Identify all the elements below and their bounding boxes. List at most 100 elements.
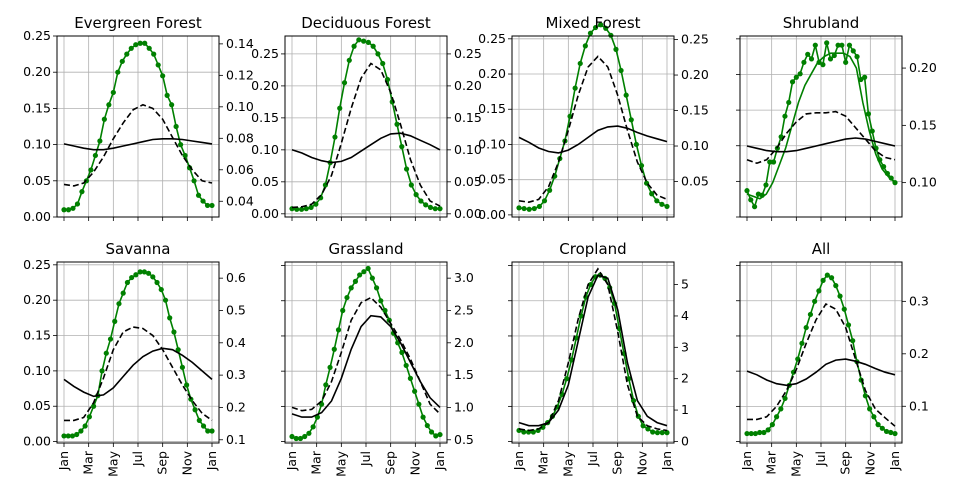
- right-tick-label: 0.05: [454, 174, 482, 189]
- series-line-solid: [518, 125, 668, 154]
- data-point: [86, 414, 92, 420]
- data-point: [74, 431, 80, 438]
- x-tick-label: Mar: [536, 450, 551, 474]
- data-point: [160, 73, 166, 79]
- data-point: [664, 430, 670, 436]
- x-tick-label: Sep: [155, 451, 170, 475]
- data-point: [399, 144, 405, 150]
- data-point: [875, 422, 881, 428]
- data-point: [375, 51, 381, 57]
- data-point: [654, 430, 661, 436]
- data-point: [158, 286, 164, 293]
- data-point: [782, 395, 788, 402]
- data-point: [403, 362, 409, 369]
- right-tick-label: 0.1: [226, 432, 246, 447]
- series-line-dashed: [291, 62, 441, 209]
- data-point: [167, 315, 173, 321]
- right-tick-label: 0.12: [226, 67, 254, 82]
- data-point: [191, 178, 197, 184]
- right-tick-label: 0.3: [226, 367, 246, 382]
- data-point: [412, 388, 418, 394]
- data-point: [403, 166, 410, 172]
- plot-frame: [739, 35, 903, 218]
- right-tick-label: 1: [681, 402, 689, 417]
- data-point: [337, 105, 343, 111]
- data-point: [356, 37, 362, 43]
- data-point: [645, 426, 651, 432]
- left-tick-label: 0.00: [251, 206, 279, 221]
- data-point: [763, 182, 769, 188]
- series-line-dashed: [63, 103, 213, 187]
- data-point: [837, 293, 843, 299]
- right-tick-label: 3: [681, 339, 689, 354]
- data-point: [335, 327, 342, 333]
- data-point: [303, 206, 309, 212]
- series-line-dashed: [64, 326, 213, 422]
- data-point: [128, 45, 134, 51]
- data-point: [348, 285, 354, 291]
- data-point: [205, 428, 211, 434]
- data-point: [313, 201, 319, 207]
- data-point: [65, 433, 71, 439]
- data-point: [82, 423, 88, 429]
- data-point: [608, 32, 614, 38]
- x-tick-label: Mar: [81, 450, 96, 474]
- right-tick-label: 0.20: [454, 78, 482, 93]
- left-tick-label: 0.25: [23, 257, 51, 272]
- data-point: [592, 24, 599, 31]
- right-tick-label: 0.08: [226, 130, 254, 145]
- data-point: [204, 202, 211, 209]
- right-tick-label: 1.5: [454, 367, 474, 382]
- x-tick-label: May: [560, 450, 575, 476]
- data-point: [133, 272, 139, 278]
- right-tick-label: 0.3: [909, 293, 929, 308]
- subplot-title: Cropland: [559, 240, 626, 258]
- data-point: [883, 428, 890, 435]
- series-line-green: [746, 52, 896, 200]
- data-point: [179, 364, 185, 370]
- x-tick-label: Jan: [511, 451, 526, 471]
- right-tick-label: 0: [681, 433, 689, 448]
- data-point: [778, 406, 784, 412]
- data-point: [427, 204, 434, 211]
- left-tick-label: 0.10: [478, 136, 506, 151]
- data-point: [91, 403, 97, 409]
- data-point: [137, 40, 143, 46]
- data-point: [516, 205, 522, 211]
- data-point: [61, 207, 67, 213]
- data-point: [112, 318, 118, 324]
- data-point: [380, 60, 386, 67]
- data-point: [65, 207, 72, 213]
- data-point: [341, 80, 348, 86]
- data-point: [297, 435, 304, 442]
- subplot-4: 0.10 0.15 0.20 Shrubland: [736, 14, 937, 221]
- data-point: [423, 202, 429, 208]
- data-point: [382, 307, 388, 314]
- data-point: [182, 152, 188, 159]
- data-point: [369, 275, 375, 281]
- series-line-dashed: [746, 110, 896, 165]
- left-tick-label: 0.25: [23, 28, 51, 43]
- data-point: [867, 406, 873, 412]
- data-point: [351, 43, 357, 49]
- right-tick-label: 1.0: [454, 399, 474, 414]
- plot-frame: [739, 261, 903, 444]
- data-point: [820, 277, 826, 283]
- data-point: [79, 189, 85, 195]
- data-point: [188, 396, 194, 402]
- data-point: [588, 281, 594, 288]
- right-tick-label: 0.10: [226, 99, 254, 114]
- data-point: [175, 347, 181, 353]
- data-point: [61, 433, 67, 439]
- series-line-dashed: [518, 267, 668, 432]
- subplot-1: 0.00 0.05 0.10 0.15 0.20 0.25 0.04 0.06 0.08 0.10…: [23, 14, 254, 224]
- right-tick-label: 0.1: [909, 398, 929, 413]
- data-point: [628, 117, 634, 123]
- data-point: [373, 285, 380, 291]
- data-point: [638, 162, 645, 169]
- data-point: [633, 141, 639, 148]
- data-point: [323, 382, 329, 388]
- data-point: [74, 201, 81, 207]
- data-point: [92, 152, 98, 159]
- data-point: [209, 202, 215, 209]
